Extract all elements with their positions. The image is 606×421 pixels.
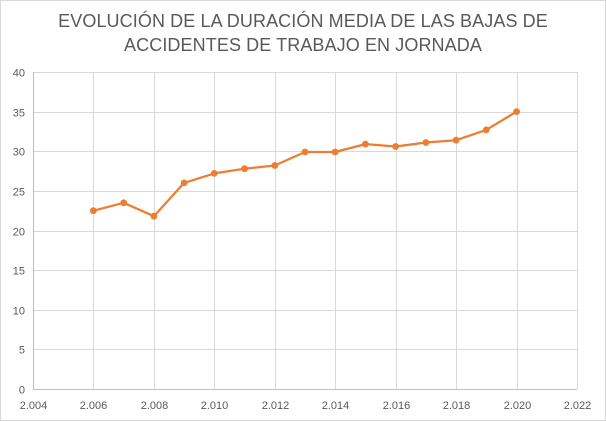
- x-tick-label: 2.018: [443, 400, 471, 412]
- data-point: [513, 108, 520, 115]
- data-point: [301, 148, 309, 156]
- data-point: [271, 162, 279, 169]
- data-point: [422, 139, 430, 146]
- x-tick-label: 2.014: [322, 400, 350, 412]
- data-point: [241, 165, 249, 173]
- gridlines: [33, 72, 578, 390]
- y-axis-tick-labels: 0 5 10 15 20 25 30 35 40: [13, 68, 25, 397]
- data-point: [362, 140, 369, 148]
- x-tick-label: 2.016: [383, 400, 411, 412]
- data-point: [210, 170, 218, 177]
- y-tick-label: 35: [13, 108, 25, 120]
- x-tick-label: 2.010: [201, 400, 229, 412]
- chart-title-line-2: ACCIDENTES DE TRABAJO EN JORNADA: [124, 35, 482, 55]
- y-tick-label: 40: [13, 68, 25, 80]
- series-layer: [90, 108, 520, 220]
- y-tick-label: 0: [19, 385, 25, 397]
- x-tick-label: 2.020: [504, 400, 532, 412]
- data-point: [452, 136, 460, 144]
- x-tick-label: 2.004: [20, 400, 48, 412]
- data-point: [180, 179, 188, 187]
- data-point: [482, 126, 490, 134]
- x-tick-label: 2.012: [262, 400, 290, 412]
- data-point: [120, 199, 128, 207]
- x-tick-label: 2.006: [80, 400, 108, 412]
- chart-title-line-1: EVOLUCIÓN DE LA DURACIÓN MEDIA DE LAS BA…: [58, 11, 548, 31]
- y-tick-label: 15: [13, 266, 25, 278]
- data-point: [150, 212, 158, 220]
- y-tick-label: 25: [13, 187, 25, 199]
- series-line: [93, 110, 518, 218]
- x-tick-label: 2.022: [564, 400, 592, 412]
- x-tick-label: 2.008: [141, 400, 169, 412]
- y-tick-label: 10: [13, 306, 25, 318]
- x-axis-tick-labels: 2.004 2.006 2.008 2.010 2.012 2.014 2.016 2.018…: [20, 400, 592, 412]
- data-point: [392, 143, 400, 150]
- y-tick-label: 5: [19, 345, 25, 357]
- data-point: [331, 148, 339, 156]
- y-tick-label: 20: [13, 227, 25, 239]
- y-tick-label: 30: [13, 147, 25, 159]
- data-point: [90, 207, 97, 215]
- chart-title: EVOLUCIÓN DE LA DURACIÓN MEDIA DE LAS BA…: [0, 9, 606, 57]
